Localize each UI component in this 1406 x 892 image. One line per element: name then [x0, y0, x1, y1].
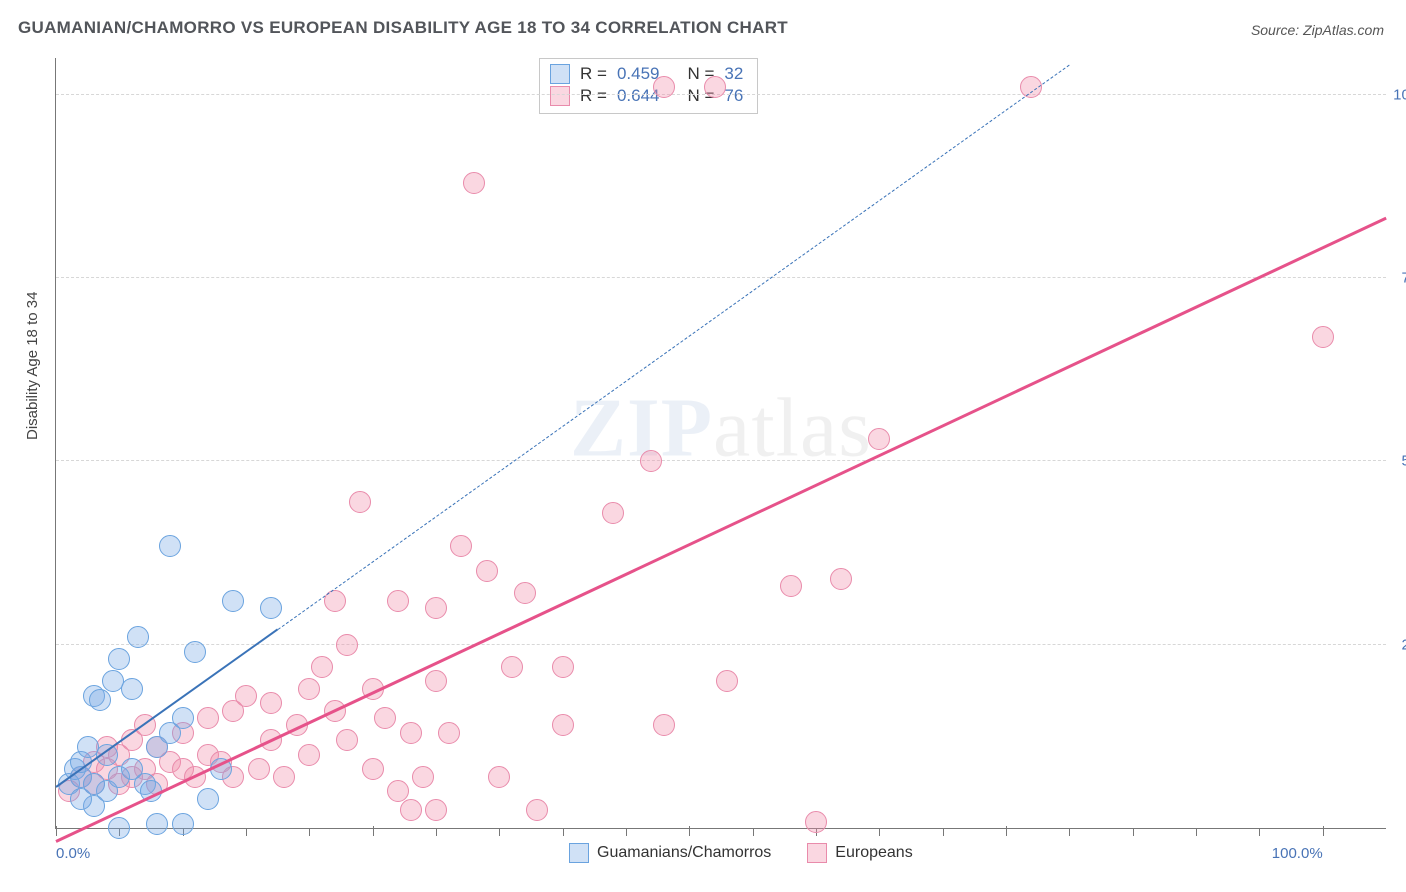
data-point-european [362, 758, 384, 780]
x-tick [56, 826, 57, 836]
data-point-european [374, 707, 396, 729]
data-point-european [463, 172, 485, 194]
x-tick [626, 828, 627, 836]
x-tick [246, 828, 247, 836]
data-point-european [412, 766, 434, 788]
data-point-european [450, 535, 472, 557]
trend-line [55, 216, 1386, 842]
y-tick-label: 75.0% [1401, 270, 1406, 287]
data-point-guamanian [159, 535, 181, 557]
x-tick [1133, 828, 1134, 836]
y-tick-label: 100.0% [1393, 86, 1406, 103]
data-point-european [501, 656, 523, 678]
x-tick [879, 828, 880, 836]
y-tick-label: 50.0% [1401, 453, 1406, 470]
x-tick [1259, 828, 1260, 836]
data-point-guamanian [146, 813, 168, 835]
data-point-guamanian [83, 773, 105, 795]
data-point-european [273, 766, 295, 788]
gridline [56, 277, 1386, 278]
x-tick [1323, 826, 1324, 836]
x-tick-label: 0.0% [56, 845, 90, 862]
data-point-european [336, 729, 358, 751]
watermark: ZIPatlas [570, 379, 872, 476]
data-point-guamanian [121, 758, 143, 780]
data-point-guamanian [108, 648, 130, 670]
data-point-european [298, 678, 320, 700]
data-point-guamanian [172, 707, 194, 729]
data-point-european [780, 575, 802, 597]
data-point-european [387, 590, 409, 612]
data-point-european [311, 656, 333, 678]
x-tick [1069, 828, 1070, 836]
swatch-european [550, 86, 570, 106]
data-point-guamanian [121, 678, 143, 700]
trend-line [277, 64, 1069, 629]
x-tick [499, 828, 500, 836]
data-point-european [235, 685, 257, 707]
data-point-european [248, 758, 270, 780]
y-axis-title: Disability Age 18 to 34 [24, 292, 41, 440]
source-attribution: Source: ZipAtlas.com [1251, 22, 1384, 38]
legend-item-guamanian: Guamanians/Chamorros [569, 843, 771, 863]
data-point-european [868, 428, 890, 450]
swatch-guamanian [550, 64, 570, 84]
data-point-european [400, 722, 422, 744]
data-point-european [488, 766, 510, 788]
data-point-guamanian [222, 590, 244, 612]
swatch-guamanian [569, 843, 589, 863]
x-tick [753, 828, 754, 836]
data-point-guamanian [172, 813, 194, 835]
data-point-european [1020, 76, 1042, 98]
x-tick [943, 828, 944, 836]
x-tick [1196, 828, 1197, 836]
data-point-guamanian [197, 788, 219, 810]
data-point-european [438, 722, 460, 744]
data-point-european [514, 582, 536, 604]
data-point-european [400, 799, 422, 821]
data-point-european [298, 744, 320, 766]
gridline [56, 460, 1386, 461]
data-point-guamanian [260, 597, 282, 619]
x-tick [436, 828, 437, 836]
x-tick [309, 828, 310, 836]
data-point-european [602, 502, 624, 524]
data-point-european [552, 656, 574, 678]
scatter-plot-area: ZIPatlas R = 0.459 N = 32 R = 0.644 N = … [55, 58, 1386, 829]
legend-label: Europeans [835, 844, 912, 862]
x-tick [1006, 826, 1007, 836]
x-tick [563, 828, 564, 836]
data-point-european [653, 714, 675, 736]
x-tick [689, 826, 690, 836]
data-point-european [1312, 326, 1334, 348]
chart-title: GUAMANIAN/CHAMORRO VS EUROPEAN DISABILIT… [18, 18, 788, 38]
data-point-european [805, 811, 827, 833]
x-tick-label: 100.0% [1272, 845, 1323, 862]
series-legend: Guamanians/Chamorros Europeans [569, 843, 913, 863]
x-tick [373, 826, 374, 836]
data-point-european [704, 76, 726, 98]
data-point-european [653, 76, 675, 98]
data-point-european [716, 670, 738, 692]
data-point-european [425, 597, 447, 619]
data-point-guamanian [184, 641, 206, 663]
data-point-european [830, 568, 852, 590]
data-point-european [425, 670, 447, 692]
data-point-guamanian [127, 626, 149, 648]
data-point-european [197, 707, 219, 729]
data-point-european [260, 692, 282, 714]
data-point-european [425, 799, 447, 821]
y-tick-label: 25.0% [1401, 636, 1406, 653]
swatch-european [807, 843, 827, 863]
data-point-european [552, 714, 574, 736]
data-point-european [640, 450, 662, 472]
legend-label: Guamanians/Chamorros [597, 844, 771, 862]
legend-item-european: Europeans [807, 843, 912, 863]
data-point-guamanian [108, 817, 130, 839]
data-point-european [476, 560, 498, 582]
data-point-european [526, 799, 548, 821]
data-point-european [349, 491, 371, 513]
data-point-european [336, 634, 358, 656]
data-point-guamanian [89, 689, 111, 711]
